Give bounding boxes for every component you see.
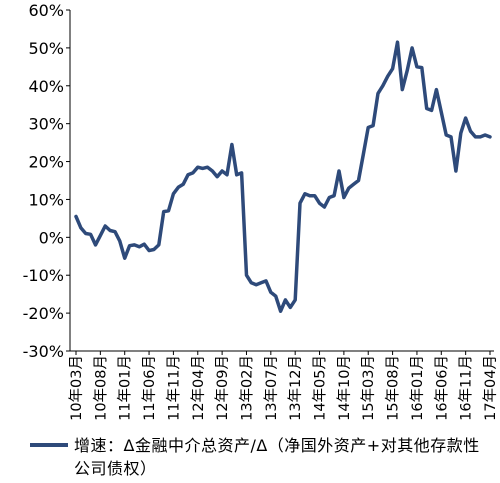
x-tick-label: 14年10月 xyxy=(336,355,353,421)
series-line xyxy=(74,40,492,313)
x-tick-label: 16年11月 xyxy=(458,355,475,421)
x-tick-label: 15年03月 xyxy=(360,355,377,421)
y-tick-label: 40% xyxy=(28,77,64,96)
line-chart: 60%50%40%30%20%10%0%-10%-20%-30% 10年03月 1… xyxy=(23,1,499,421)
legend: 增速：Δ金融中介总资产/Δ（净国外资产+对其他存款性公司债权） xyxy=(30,434,495,480)
x-tick-label: 13年12月 xyxy=(287,355,304,421)
x-tick-label: 14年05月 xyxy=(312,355,329,421)
series-layer xyxy=(74,40,492,313)
legend-line-swatch xyxy=(30,443,68,447)
y-tick-label: -20% xyxy=(23,304,64,323)
y-tick-label: 20% xyxy=(28,153,64,172)
y-tick-label: -30% xyxy=(23,342,64,361)
x-tick-label: 10年08月 xyxy=(92,355,109,421)
x-tick-label: 11年01月 xyxy=(117,355,134,421)
x-tick-label: 11年06月 xyxy=(141,355,158,421)
x-tick-label: 13年02月 xyxy=(238,355,255,421)
x-tick-label: 10年03月 xyxy=(68,355,85,421)
x-tick-label: 16年06月 xyxy=(433,355,450,421)
y-tick-label: 60% xyxy=(28,1,64,20)
x-tick-label: 13年07月 xyxy=(263,355,280,421)
x-tick-label: 11年11月 xyxy=(165,355,182,421)
x-tick-label: 12年04月 xyxy=(190,355,207,421)
y-tick-label: 30% xyxy=(28,115,64,134)
y-axis: 60% 50% 40% 30% 20% 10% 0% -10% -20% -30% xyxy=(23,1,71,361)
legend-label: 增速：Δ金融中介总资产/Δ（净国外资产+对其他存款性公司债权） xyxy=(74,436,480,478)
x-tick-label: 15年08月 xyxy=(385,355,402,421)
x-tick-label: 16年01月 xyxy=(409,355,426,421)
y-tick-label: 10% xyxy=(28,190,64,209)
x-axis: 10年03月 10年08月 11年01月 11年06月 11年11月 12年04月 12年0… xyxy=(68,350,499,421)
y-tick-label: 0% xyxy=(39,228,64,247)
y-tick-label: 50% xyxy=(28,39,64,58)
x-tick-label: 12年09月 xyxy=(214,355,231,421)
x-tick-label: 17年04月 xyxy=(482,355,499,421)
y-tick-label: -10% xyxy=(23,266,64,285)
